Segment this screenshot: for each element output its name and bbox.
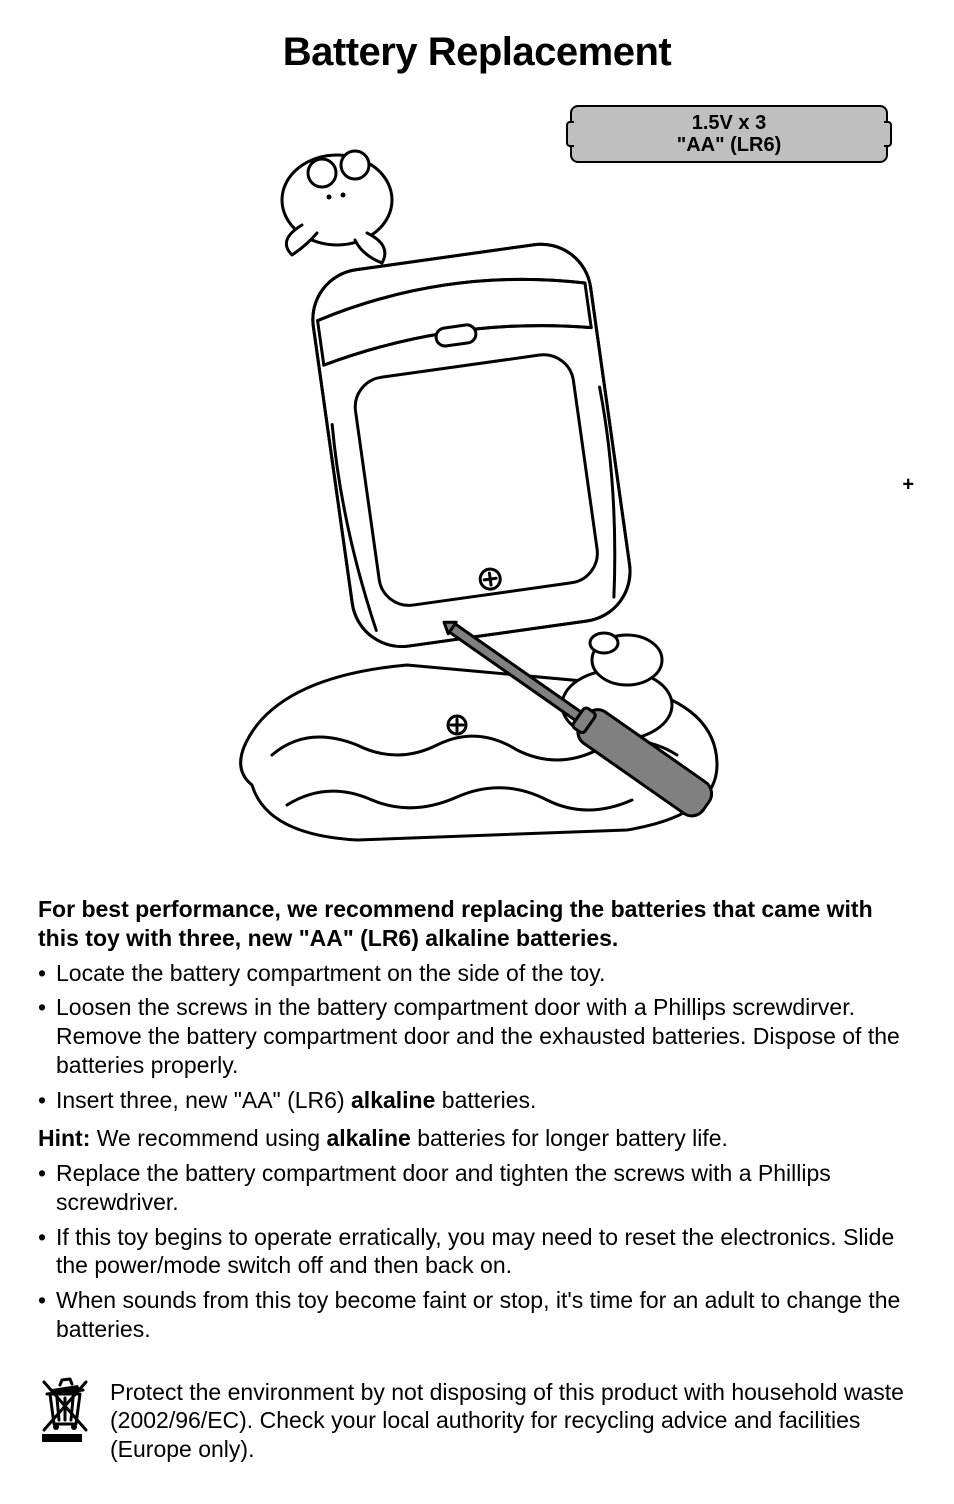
bullet-item: Loosen the screws in the battery compart…: [38, 993, 916, 1079]
text: batteries.: [435, 1087, 536, 1113]
bullets-bottom: Replace the battery compartment door and…: [38, 1159, 916, 1344]
toy-illustration: [157, 105, 797, 865]
instructions-body: For best performance, we recommend repla…: [38, 895, 916, 1464]
bullet-item: Insert three, new "AA" (LR6) alkaline ba…: [38, 1086, 916, 1115]
page-title: Battery Replacement: [38, 30, 916, 75]
polarity-plus: +: [902, 474, 914, 497]
bullet-item: Locate the battery compartment on the si…: [38, 959, 916, 988]
text: We recommend using: [90, 1125, 326, 1151]
bullet-item: When sounds from this toy become faint o…: [38, 1286, 916, 1344]
text-bold: alkaline: [326, 1125, 410, 1151]
hint-label: Hint:: [38, 1125, 90, 1151]
footer-block: Protect the environment by not disposing…: [38, 1372, 916, 1464]
text: Insert three, new "AA" (LR6): [56, 1087, 351, 1113]
figure-area: – 1.5V x 3 "AA" (LR6) +: [38, 105, 916, 865]
footer-text: Protect the environment by not disposing…: [110, 1372, 916, 1464]
bullet-item: Replace the battery compartment door and…: [38, 1159, 916, 1217]
text-bold: alkaline: [351, 1087, 435, 1113]
hint-line: Hint: We recommend using alkaline batter…: [38, 1124, 916, 1153]
weee-icon: [38, 1372, 92, 1442]
bullets-top: Locate the battery compartment on the si…: [38, 959, 916, 1115]
intro-paragraph: For best performance, we recommend repla…: [38, 895, 916, 953]
text: batteries for longer battery life.: [411, 1125, 728, 1151]
bullet-item: If this toy begins to operate erraticall…: [38, 1223, 916, 1281]
